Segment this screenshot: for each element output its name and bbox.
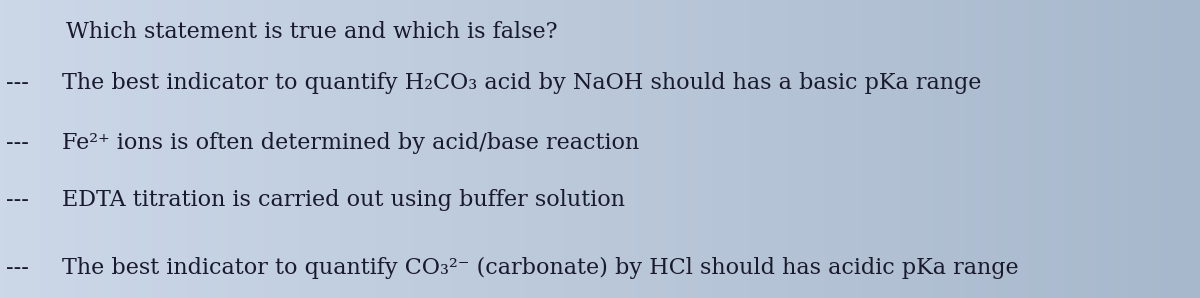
Text: ---: --- — [6, 72, 29, 94]
Text: ---: --- — [6, 257, 29, 279]
Text: ---: --- — [6, 189, 29, 211]
Text: The best indicator to quantify H₂CO₃ acid by NaOH should has a basic pKa range: The best indicator to quantify H₂CO₃ aci… — [62, 72, 982, 94]
Text: Fe²⁺ ions is often determined by acid/base reaction: Fe²⁺ ions is often determined by acid/ba… — [62, 132, 640, 154]
Text: The best indicator to quantify CO₃²⁻ (carbonate) by HCl should has acidic pKa ra: The best indicator to quantify CO₃²⁻ (ca… — [62, 257, 1019, 279]
Text: Which statement is true and which is false?: Which statement is true and which is fal… — [66, 21, 558, 43]
Text: ---: --- — [6, 132, 29, 154]
Text: EDTA titration is carried out using buffer solution: EDTA titration is carried out using buff… — [62, 189, 625, 211]
